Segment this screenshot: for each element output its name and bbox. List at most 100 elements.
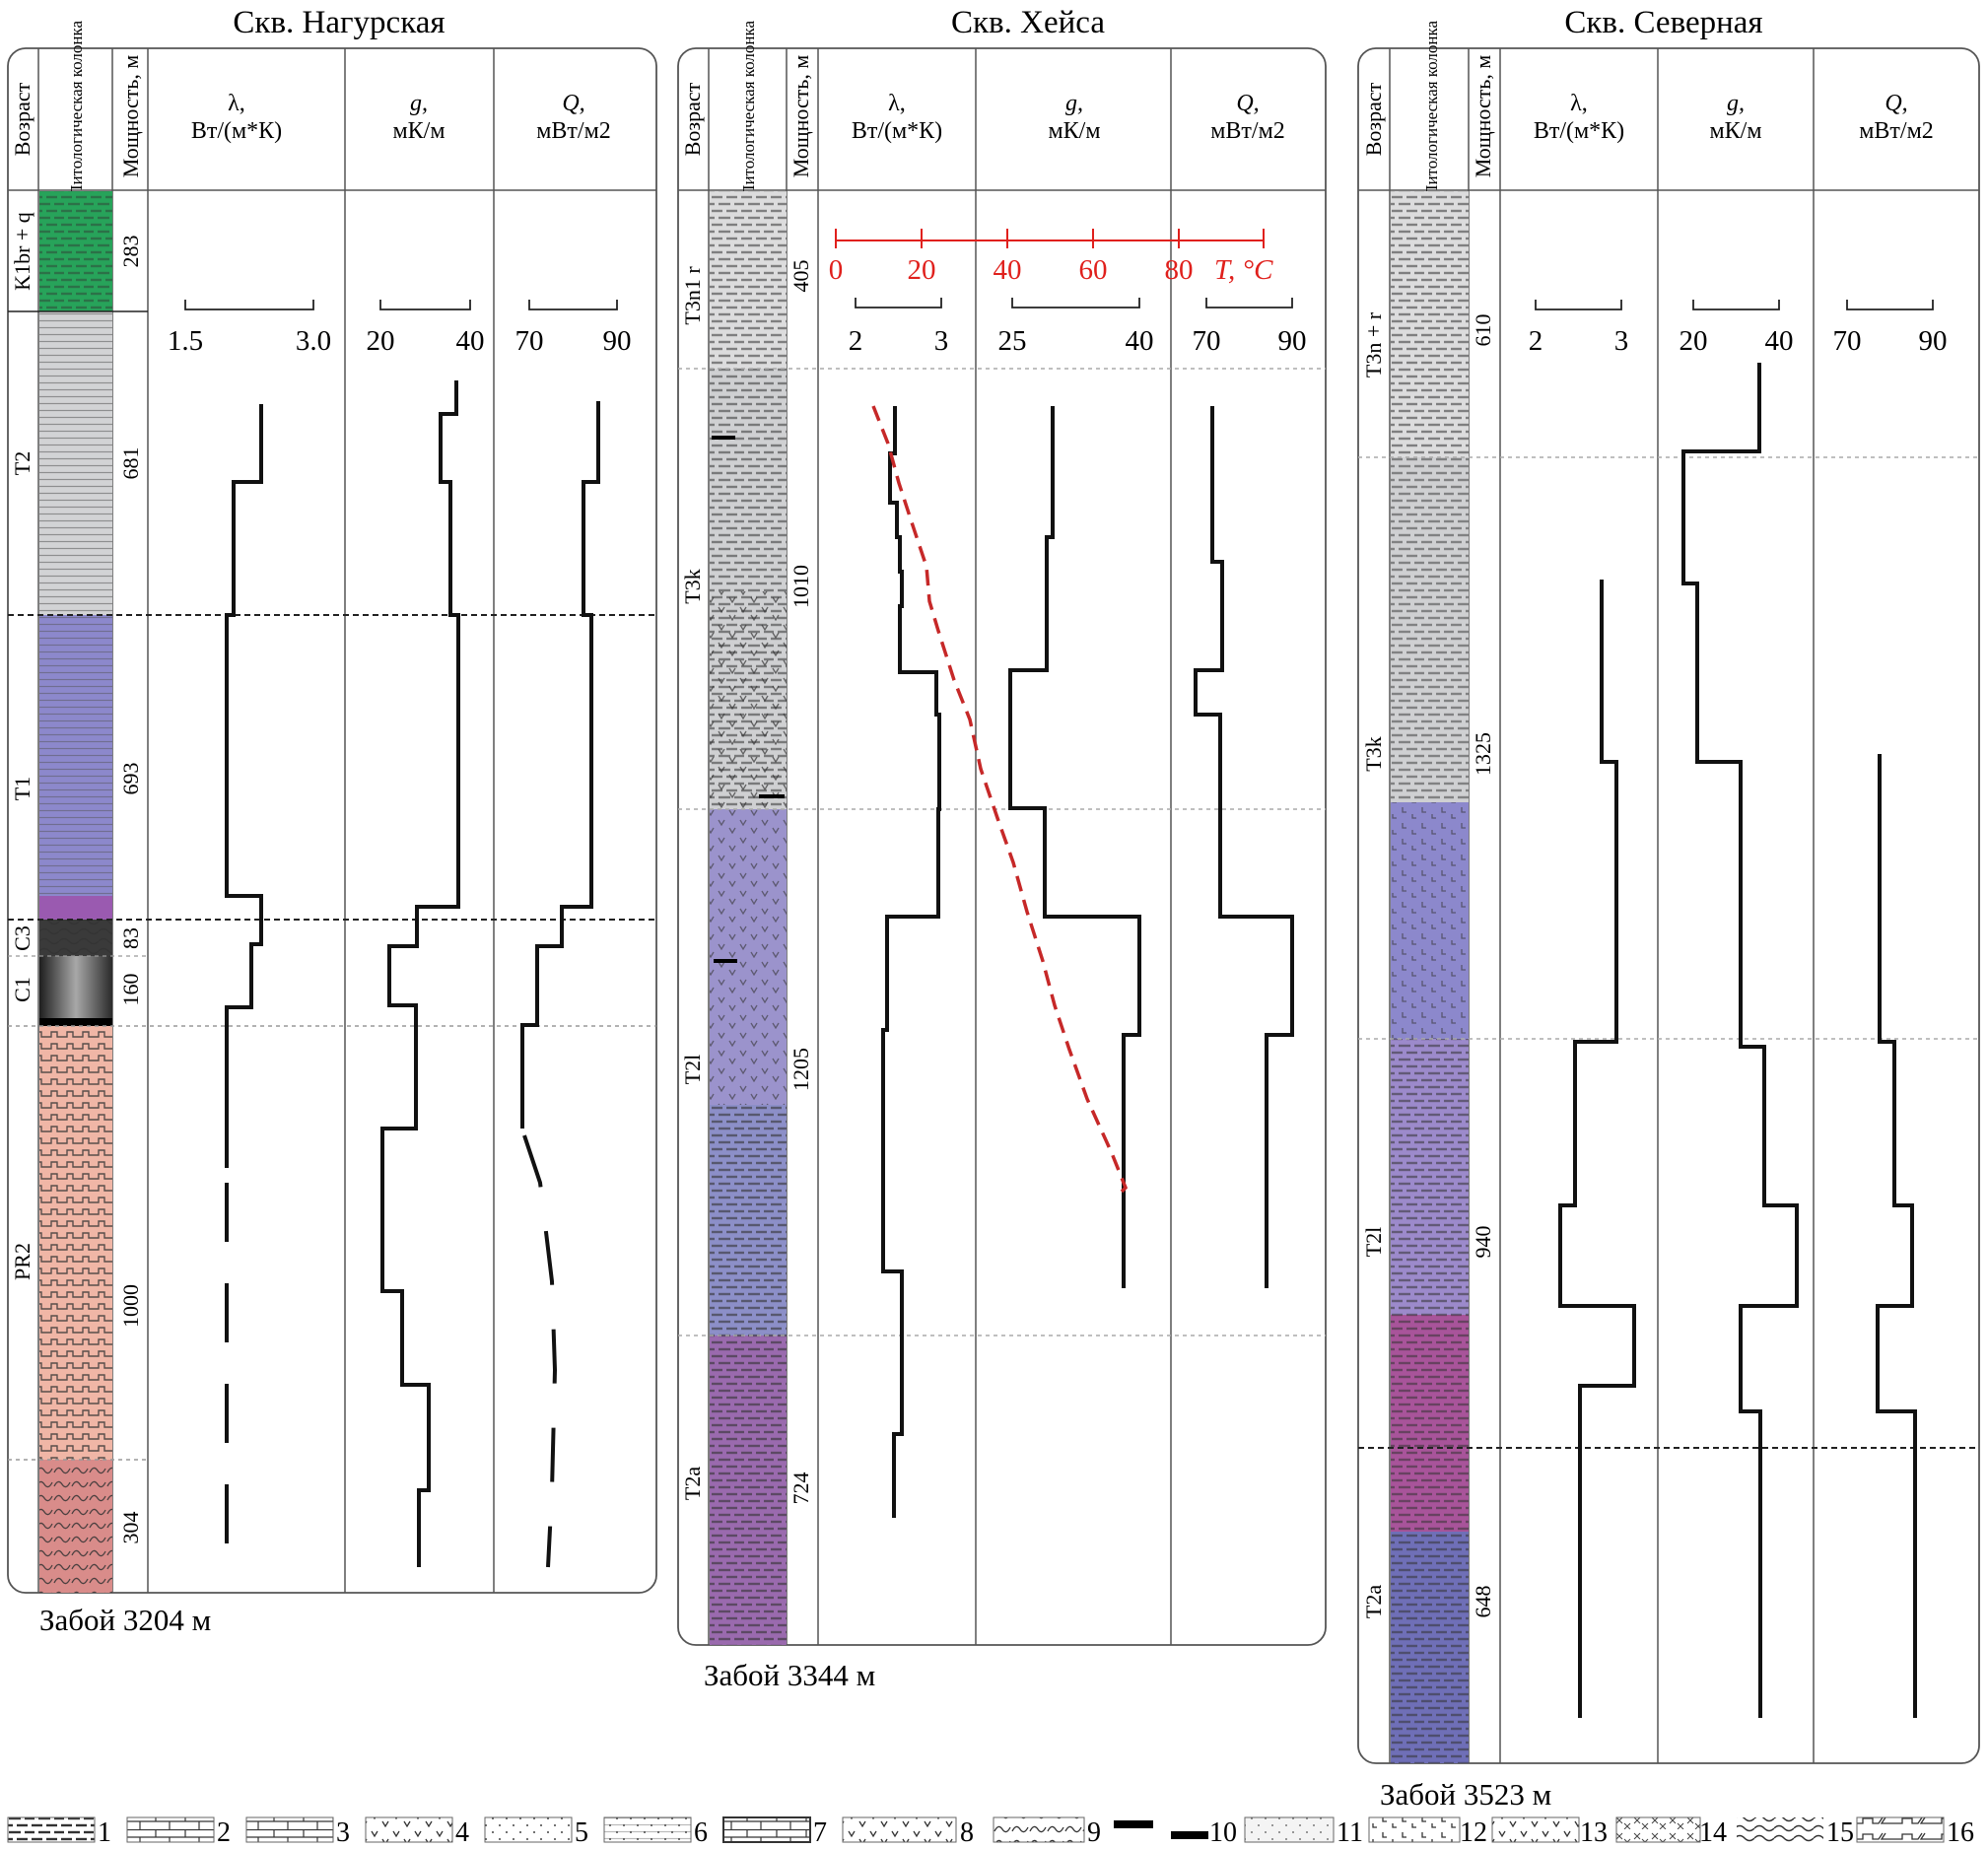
temp-tick: 80 xyxy=(1165,254,1194,286)
well-nagurskaya: Скв. Нагурская Возраст Литологическая ко… xyxy=(7,5,657,1637)
header-thickness: Мощность, м xyxy=(1471,55,1495,178)
header-age: Возраст xyxy=(10,82,34,156)
header-thickness: Мощность, м xyxy=(118,55,143,178)
legend-item-12: 12 xyxy=(1368,1816,1487,1848)
header-lambda-symbol: λ, xyxy=(1570,91,1588,116)
lithology-column xyxy=(39,191,112,1593)
age-label: T2l xyxy=(680,1055,705,1085)
header-g-unit: мК/м xyxy=(1709,118,1761,144)
temp-tick: 20 xyxy=(908,254,936,286)
header-lambda-unit: Вт/(м*К) xyxy=(852,118,942,144)
header-g-symbol: g, xyxy=(1065,91,1083,116)
q-scale: 70 90 xyxy=(515,300,632,357)
temp-tick: 60 xyxy=(1079,254,1108,286)
q-curve xyxy=(1194,406,1294,1288)
legend-number: 4 xyxy=(455,1817,469,1844)
bottom-depth-label: Забой 3204 м xyxy=(39,1603,211,1637)
legend-number: 11 xyxy=(1337,1817,1363,1844)
legend-number: 1 xyxy=(98,1817,111,1844)
thickness-label: 724 xyxy=(788,1472,813,1505)
legend-number: 6 xyxy=(694,1817,708,1844)
scale-min: 25 xyxy=(998,325,1027,357)
well-frame xyxy=(1357,47,1980,1764)
legend-item-8: 8 xyxy=(842,1816,974,1848)
legend-item-15: 15 xyxy=(1737,1817,1854,1848)
temp-tick: 40 xyxy=(994,254,1022,286)
age-label: PR2 xyxy=(10,1243,34,1280)
legend-number: 12 xyxy=(1460,1817,1487,1844)
g-scale: 20 40 xyxy=(1680,300,1794,357)
legend-item-10: 10 xyxy=(1108,1817,1237,1848)
q-curve-dashed xyxy=(522,1134,558,1568)
legend-item-3: 3 xyxy=(245,1816,350,1848)
thickness-label: 160 xyxy=(118,974,143,1006)
g-scale: 25 40 xyxy=(998,298,1154,357)
legend-item-4: 4 xyxy=(365,1816,469,1848)
legend-number: 10 xyxy=(1209,1817,1237,1844)
g-curve xyxy=(1008,406,1141,1288)
temperature-scale: 0 20 40 60 80 T, °C xyxy=(829,229,1273,286)
age-label: T2a xyxy=(680,1467,705,1500)
lambda-curve xyxy=(225,404,263,1168)
q-curve xyxy=(1876,754,1917,1718)
thickness-label: 1010 xyxy=(788,565,813,608)
scale-max: 90 xyxy=(1278,325,1307,357)
lithology-column xyxy=(710,191,787,1645)
age-label: C1 xyxy=(10,977,34,1002)
legend-item-2: 2 xyxy=(126,1816,231,1848)
lambda-scale: 2 3 xyxy=(1529,300,1629,357)
bottom-depth-label: Забой 3523 м xyxy=(1380,1777,1551,1812)
well-title: Скв. Северная xyxy=(1564,5,1762,40)
scale-min: 1.5 xyxy=(168,325,203,357)
thickness-label: 1325 xyxy=(1471,732,1495,776)
lambda-curve xyxy=(881,406,941,1518)
scale-max: 3 xyxy=(1614,325,1629,357)
thickness-label: 1000 xyxy=(118,1284,143,1328)
scale-max: 40 xyxy=(1126,325,1154,357)
legend-item-1: 1 xyxy=(7,1816,111,1848)
q-curve xyxy=(520,401,600,1129)
age-label: C3 xyxy=(10,925,34,951)
legend-item-11: 11 xyxy=(1244,1816,1363,1848)
age-label: T3n1 r xyxy=(680,266,705,325)
header-q-symbol: Q, xyxy=(1885,91,1907,116)
well-title: Скв. Хейса xyxy=(951,5,1105,40)
age-label: K1br + q xyxy=(10,212,34,291)
header-age: Возраст xyxy=(680,82,705,156)
legend-item-7: 7 xyxy=(722,1816,827,1848)
age-label: T2 xyxy=(10,451,34,475)
legend: 1 2 3 4 5 6 7 8 xyxy=(7,1816,1974,1848)
scale-max: 40 xyxy=(456,325,485,357)
scale-min: 20 xyxy=(1680,325,1708,357)
header-lambda-unit: Вт/(м*К) xyxy=(191,118,282,144)
thickness-label: 405 xyxy=(788,260,813,293)
temp-tick: 0 xyxy=(829,254,844,286)
well-frame xyxy=(7,47,657,1594)
scale-max: 90 xyxy=(603,325,632,357)
scale-min: 2 xyxy=(1529,325,1543,357)
legend-number: 9 xyxy=(1087,1817,1101,1844)
scale-min: 70 xyxy=(515,325,544,357)
legend-item-14: 14 xyxy=(1615,1816,1727,1848)
legend-number: 7 xyxy=(813,1817,827,1844)
header-g-symbol: g, xyxy=(1727,91,1745,116)
header-q-unit: мВт/м2 xyxy=(536,118,611,144)
legend-item-16: 16 xyxy=(1856,1816,1974,1848)
bottom-depth-label: Забой 3344 м xyxy=(704,1658,875,1692)
age-label: T3k xyxy=(680,569,705,603)
header-lith: Литологическая колонка xyxy=(739,20,758,196)
legend-number: 3 xyxy=(336,1817,350,1844)
age-label: T1 xyxy=(10,777,34,800)
thickness-label: 940 xyxy=(1471,1226,1495,1259)
scale-min: 70 xyxy=(1193,325,1221,357)
q-scale: 70 90 xyxy=(1193,298,1307,357)
well-title: Скв. Нагурская xyxy=(233,5,445,40)
lambda-scale: 2 3 xyxy=(849,298,948,357)
scale-max: 40 xyxy=(1765,325,1794,357)
thickness-label: 693 xyxy=(118,763,143,795)
age-label: T3n + r xyxy=(1361,311,1386,377)
well-severnaya: Скв. Северная Возраст Литологическая кол… xyxy=(1357,5,1980,1812)
age-label: T3k xyxy=(1361,736,1386,771)
legend-item-13: 13 xyxy=(1491,1816,1608,1848)
